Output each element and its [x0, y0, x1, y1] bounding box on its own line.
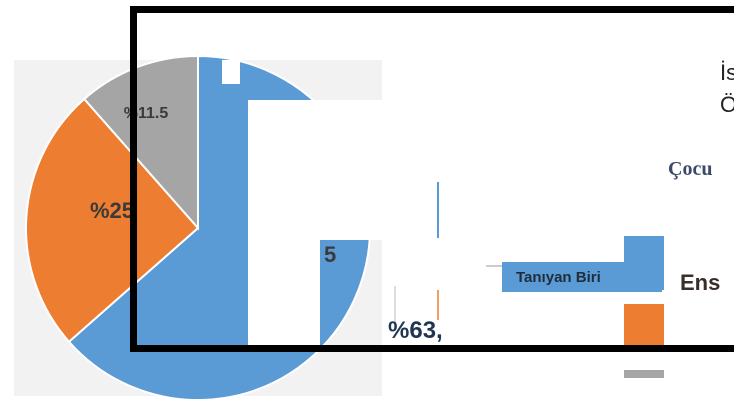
occluder-rect-right [320, 100, 390, 240]
pie-slice-1 [25, 97, 200, 344]
legend-swatch-gray [624, 370, 664, 378]
pie-slice-label-2: %11.5 [124, 105, 169, 122]
legend-label: Tanıyan Biri [502, 262, 662, 292]
pie-slice-2 [82, 54, 199, 231]
legend-swatch-orange [624, 304, 664, 350]
large-percent-label: %63, [388, 317, 443, 344]
pie-slice-label-1: %25 [90, 198, 134, 223]
partial-digit: 5 [324, 242, 336, 267]
occluder-rect [248, 100, 320, 352]
occluder-notch [222, 60, 240, 84]
